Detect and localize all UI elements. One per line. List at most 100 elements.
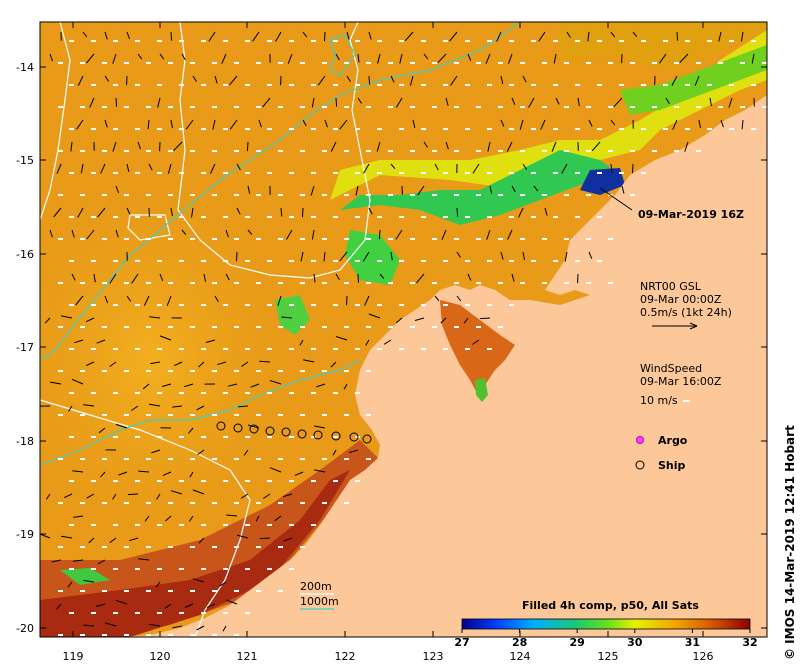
current-arrow [519, 119, 524, 130]
current-arrow [173, 141, 183, 151]
current-arrow [143, 295, 150, 306]
colorbar-tick-label: 32 [742, 636, 757, 649]
current-arrow [142, 383, 150, 390]
current-arrow [86, 493, 95, 499]
contour-1000m-b [177, 22, 371, 279]
ship-position-marker [281, 427, 291, 437]
current-arrow [449, 31, 458, 42]
current-arrow [538, 31, 546, 42]
current-arrow [416, 273, 425, 284]
contour-1000m [40, 22, 71, 221]
current-arrow [566, 31, 571, 38]
current-arrow [250, 383, 260, 388]
wind-legend-time: 09-Mar 16:00Z [640, 375, 722, 388]
current-arrow [489, 185, 493, 194]
current-arrow [93, 273, 96, 283]
current-arrow [137, 141, 141, 150]
current-arrow [258, 119, 262, 128]
current-arrow [209, 163, 216, 174]
colorbar-tick-label: 27 [454, 636, 469, 649]
current-arrow [376, 141, 381, 152]
x-tick-label: 119 [63, 650, 84, 663]
map-frame [39, 21, 768, 638]
current-arrow [115, 97, 117, 107]
current-arrow [463, 317, 469, 324]
current-arrow [302, 119, 307, 127]
current-arrow [77, 75, 84, 86]
current-arrow [280, 207, 283, 217]
current-scale-arrow-icon [652, 322, 698, 330]
current-arrow [414, 317, 425, 321]
current-arrow [155, 581, 161, 588]
current-arrow [226, 514, 238, 517]
ship-track [216, 421, 372, 444]
wind-legend-title: WindSpeed [640, 362, 702, 375]
current-arrow [172, 625, 183, 629]
current-arrow [159, 53, 165, 60]
current-arrow [553, 53, 557, 64]
current-arrow [323, 251, 326, 262]
current-arrow [131, 405, 139, 411]
current-arrow [522, 163, 528, 170]
y-tick-label: -17 [16, 341, 34, 354]
current-arrow [561, 163, 568, 174]
y-tick-label: -20 [16, 622, 34, 635]
current-arrow [741, 119, 744, 130]
current-arrow [621, 185, 625, 194]
current-arrow [159, 335, 172, 341]
current-arrow [445, 141, 449, 150]
sea-warm-patch [40, 160, 310, 560]
current-arrow [610, 31, 616, 38]
current-arrow [434, 163, 439, 171]
current-arrow [508, 53, 513, 64]
current-arrow [399, 53, 403, 64]
current-arrow [138, 470, 150, 473]
current-arrow [339, 119, 348, 130]
current-arrow [188, 515, 194, 522]
current-arrow [610, 119, 616, 126]
current-arrow [181, 229, 187, 236]
y-tick-label: -19 [16, 528, 34, 541]
ship-position-marker [313, 430, 323, 440]
colorbar-tick-label: 28 [512, 636, 527, 649]
contour-200m-c [329, 34, 356, 76]
sea-cool-ne [560, 22, 767, 70]
current-arrow [283, 537, 293, 542]
map-plot-area [40, 22, 767, 637]
current-arrow [236, 207, 241, 215]
ship-legend-label: Ship [658, 459, 686, 472]
current-arrow [313, 273, 316, 283]
current-arrow [104, 75, 110, 82]
current-arrow [441, 229, 447, 240]
current-arrow [170, 490, 183, 495]
current-arrow [144, 515, 150, 522]
current-arrow [300, 251, 304, 262]
current-arrow [330, 141, 337, 152]
argo-marker-icon [636, 436, 644, 444]
current-arrow [368, 207, 373, 215]
current-arrow [263, 493, 271, 499]
current-arrow [85, 361, 95, 367]
current-arrow [587, 31, 590, 42]
current-arrow [73, 515, 84, 518]
current-arrow [335, 336, 348, 341]
current-arrow [229, 119, 238, 130]
current-arrow [500, 251, 504, 260]
current-arrow [229, 75, 238, 86]
current-arrow [70, 141, 73, 152]
current-arrow [63, 493, 73, 499]
current-arrow [150, 361, 161, 365]
wind-vector-field [58, 40, 767, 636]
current-arrow [173, 361, 183, 367]
current-arrow [311, 229, 315, 240]
current-arrow [98, 427, 106, 434]
current-arrow [409, 75, 414, 86]
credit-text: © IMOS 14-Mar-2019 12:41 Hobart [783, 425, 797, 660]
current-arrow [346, 31, 350, 40]
current-arrow [170, 207, 173, 217]
current-arrow [390, 251, 393, 261]
current-arrow [77, 207, 84, 218]
current-arrow [507, 229, 513, 240]
sea-cool-patch-4 [580, 168, 625, 195]
current-arrow [456, 207, 459, 217]
